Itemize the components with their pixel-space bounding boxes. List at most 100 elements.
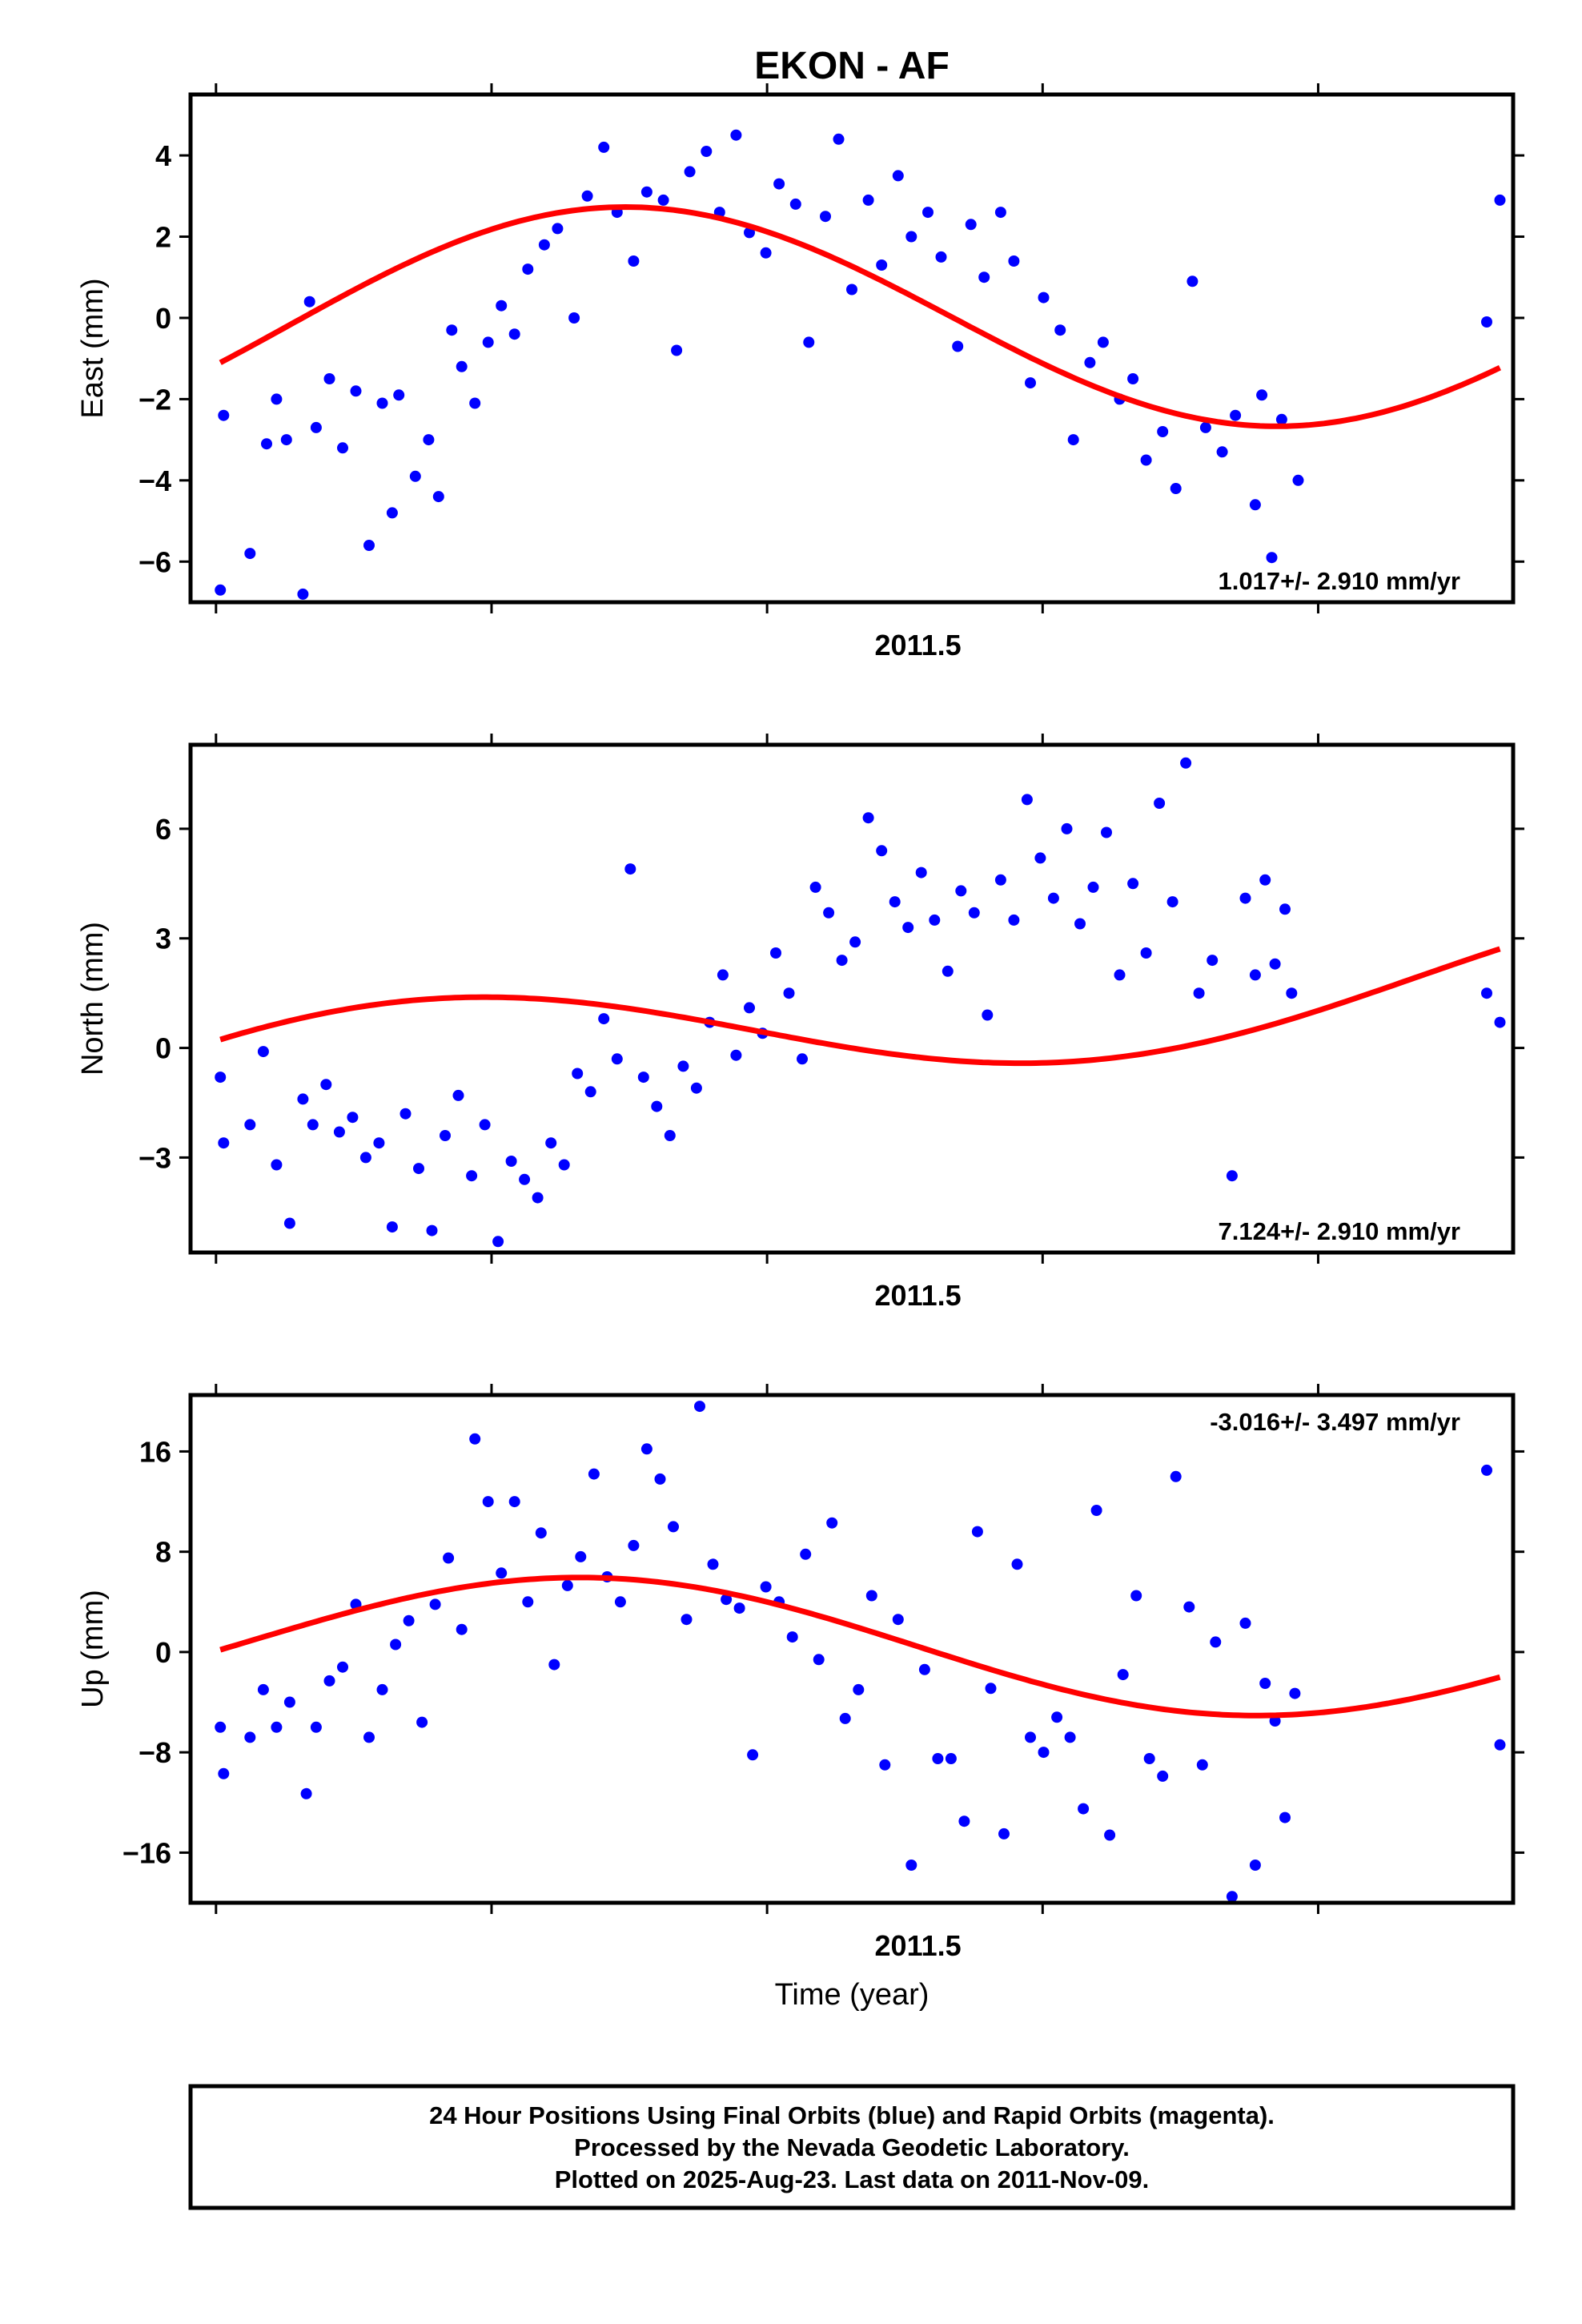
east-data-point	[598, 141, 610, 153]
up-data-point	[508, 1496, 520, 1508]
up-data-point	[1481, 1464, 1492, 1476]
east-frame	[188, 92, 1516, 605]
east-data-point	[773, 178, 785, 190]
north-data-point	[1087, 881, 1099, 893]
up-data-point	[1289, 1687, 1301, 1699]
north-data-point	[347, 1112, 359, 1124]
north-data-point	[677, 1060, 689, 1072]
east-data-point	[922, 207, 934, 219]
up-data-point	[1038, 1747, 1050, 1759]
up-data-point	[443, 1552, 455, 1564]
north-ylabel: North (mm)	[76, 922, 110, 1076]
east-ylabel: East (mm)	[76, 278, 110, 418]
chart-title: EKON - AF	[754, 45, 950, 87]
east-data-point	[1084, 356, 1096, 368]
east-data-point	[469, 397, 481, 409]
north-data-point	[1207, 955, 1219, 967]
east-panel: −6 −4 −2 0 2 4 2011.5 East (mm) 1.017+/- 2.910 m…	[76, 83, 1524, 661]
up-ytick-label: 16	[139, 1435, 171, 1468]
north-data-point	[1034, 852, 1046, 864]
north-data-point	[1269, 958, 1281, 970]
east-data-point	[1038, 292, 1050, 304]
up-data-point	[721, 1594, 733, 1606]
north-data-point	[1259, 874, 1271, 886]
east-data-point	[760, 247, 772, 259]
east-data-point	[1249, 499, 1261, 511]
east-ytick-label: 2	[155, 221, 171, 254]
up-data-point	[363, 1731, 375, 1743]
north-data-point	[862, 812, 874, 824]
north-data-point	[783, 987, 795, 999]
up-data-point	[640, 1443, 652, 1455]
up-data-point	[244, 1731, 256, 1743]
up-data-point	[879, 1759, 891, 1771]
up-data-point	[1104, 1829, 1116, 1841]
east-data-point	[568, 312, 580, 324]
north-data-point	[244, 1119, 256, 1131]
east-data-point	[978, 271, 990, 283]
east-data-point	[508, 328, 520, 340]
north-data-point	[809, 881, 821, 893]
up-data-point	[310, 1721, 322, 1733]
east-data-point	[581, 190, 593, 202]
east-data-point	[905, 231, 917, 243]
east-data-point	[552, 223, 564, 235]
up-data-point	[469, 1433, 481, 1445]
up-data-point	[376, 1683, 388, 1695]
east-data-point	[892, 170, 904, 182]
east-data-point	[789, 198, 801, 210]
north-data-point	[598, 1013, 610, 1025]
north-data-point	[479, 1119, 491, 1131]
east-ytick-label: −2	[139, 383, 171, 416]
up-data-point	[522, 1596, 534, 1608]
up-data-point	[813, 1654, 825, 1666]
north-data-point	[1047, 892, 1059, 904]
north-frame	[188, 742, 1516, 1255]
north-data-point	[386, 1221, 398, 1233]
up-data-point	[918, 1663, 930, 1675]
east-fit-curve	[219, 204, 1502, 429]
north-data-point	[1226, 1170, 1238, 1182]
north-data-point	[545, 1137, 557, 1149]
north-rate-label: 7.124+/- 2.910 mm/yr	[1219, 1217, 1460, 1245]
up-data-point	[416, 1716, 428, 1728]
up-data-point	[429, 1598, 441, 1610]
up-data-point	[1170, 1470, 1182, 1482]
up-data-point	[1259, 1678, 1271, 1689]
east-data-point	[446, 324, 458, 336]
north-data-point	[730, 1049, 742, 1061]
north-data-point	[307, 1119, 319, 1131]
north-data-point	[929, 914, 941, 926]
east-data-point	[280, 434, 292, 446]
footer-box: 24 Hour Positions Using Final Orbits (bl…	[188, 2084, 1516, 2210]
east-data-point	[1199, 421, 1211, 433]
east-data-point	[1127, 373, 1139, 384]
up-data-point	[945, 1753, 957, 1764]
north-data-point	[637, 1072, 649, 1084]
up-data-point	[496, 1567, 508, 1579]
north-ytick-label: 3	[155, 923, 171, 955]
east-plot-area	[215, 129, 1506, 600]
east-data-point	[1097, 336, 1109, 348]
east-data-point	[935, 251, 947, 263]
up-data-point	[614, 1596, 626, 1608]
north-data-point	[466, 1170, 478, 1182]
up-data-point	[456, 1623, 468, 1635]
up-data-point	[1183, 1601, 1195, 1613]
up-plot-area	[215, 1401, 1506, 1903]
east-data-point	[271, 393, 283, 405]
east-data-point	[657, 194, 669, 206]
up-data-point	[1196, 1759, 1208, 1771]
east-data-point	[803, 336, 815, 348]
up-data-point	[1494, 1739, 1506, 1751]
up-data-point	[482, 1496, 494, 1508]
up-data-point	[958, 1815, 970, 1827]
up-data-point	[1064, 1731, 1076, 1743]
east-data-point	[628, 255, 640, 267]
up-data-point	[681, 1614, 693, 1626]
north-data-point	[1193, 987, 1205, 999]
up-data-point	[337, 1661, 348, 1673]
up-rate-label: -3.016+/- 3.497 mm/yr	[1210, 1408, 1460, 1436]
east-data-point	[538, 239, 550, 251]
